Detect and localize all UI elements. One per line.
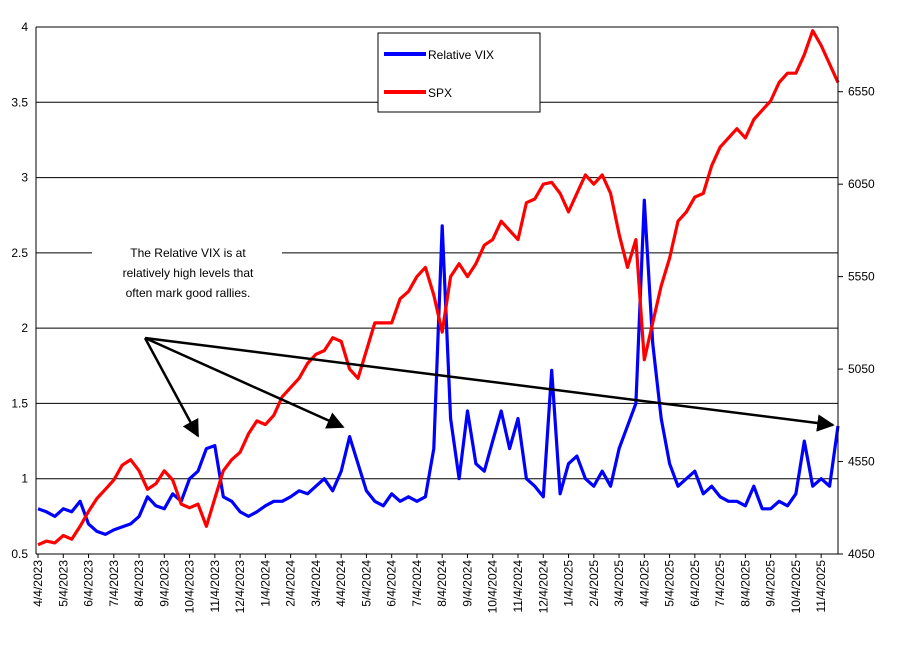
x-tick-label: 1/4/2024 [258, 560, 272, 607]
x-tick-label: 8/4/2024 [435, 560, 449, 607]
lines [37, 29, 840, 547]
x-tick-label: 6/4/2024 [385, 560, 399, 607]
x-tick-label: 2/4/2024 [284, 560, 298, 607]
x-tick-label: 4/4/2025 [637, 560, 651, 607]
x-tick-label: 6/4/2023 [82, 560, 96, 607]
x-tick-label: 12/4/2023 [233, 560, 247, 614]
series-line [37, 198, 840, 536]
y2-tick-label: 4550 [848, 455, 875, 469]
x-tick-label: 8/4/2025 [738, 560, 752, 607]
y-tick-label: 3.5 [11, 95, 28, 109]
x-tick-label: 9/4/2025 [764, 560, 778, 607]
x-tick-label: 11/4/2023 [208, 560, 222, 613]
x-tick-label: 5/4/2024 [359, 560, 373, 607]
x-tick-label: 7/4/2025 [713, 560, 727, 607]
y2-tick-label: 5050 [848, 362, 875, 376]
x-tick-label: 10/4/2023 [183, 560, 197, 614]
legend-label: SPX [428, 86, 452, 100]
y-tick-label: 2 [21, 321, 28, 335]
y2-tick-label: 6050 [848, 177, 875, 191]
x-tick-label: 10/4/2024 [486, 560, 500, 614]
y-tick-label: 1 [21, 472, 28, 486]
y-tick-label: 1.5 [11, 396, 28, 410]
x-tick-label: 5/4/2023 [56, 560, 70, 607]
arrow [144, 336, 345, 429]
x-tick-label: 7/4/2023 [107, 560, 121, 607]
legend [377, 32, 541, 113]
y-tick-label: 0.5 [11, 547, 28, 561]
y2-tick-label: 6550 [848, 85, 875, 99]
x-tick-label: 11/4/2025 [814, 560, 828, 613]
arrow [144, 336, 835, 432]
arrow [143, 337, 200, 438]
x-tick-label: 7/4/2024 [410, 560, 424, 607]
y2-tick-label: 5550 [848, 270, 875, 284]
y-tick-label: 4 [21, 20, 28, 34]
y2-tick-label: 4050 [848, 547, 875, 561]
x-tick-label: 9/4/2024 [460, 560, 474, 607]
legend-items: Relative VIX SPX [384, 48, 494, 100]
legend-label: Relative VIX [428, 48, 494, 62]
x-tick-label: 11/4/2024 [511, 560, 525, 613]
x-tick-label: 8/4/2023 [132, 560, 146, 607]
x-tick-label: 4/4/2023 [31, 560, 45, 607]
y-tick-label: 2.5 [11, 246, 28, 260]
x-tick-label: 9/4/2023 [157, 560, 171, 607]
x-tick-label: 12/4/2024 [536, 560, 550, 614]
x-tick-label: 6/4/2025 [688, 560, 702, 607]
x-tick-label: 2/4/2025 [587, 560, 601, 607]
x-tick-label: 4/4/2024 [334, 560, 348, 607]
arrows [143, 336, 835, 438]
annotation-bg [92, 240, 282, 310]
annotation: relatively high levels that [123, 266, 254, 280]
x-tick-label: 3/4/2025 [612, 560, 626, 607]
annotation: often mark good rallies. [126, 286, 251, 300]
grid: 0.5 1 1.5 2 2.5 3 3.5 4 4050 4550 5050 5550 6050 6550… [11, 20, 875, 613]
x-tick-label: 1/4/2025 [562, 560, 576, 607]
series-line [37, 29, 840, 547]
x-tick-label: 5/4/2025 [663, 560, 677, 607]
annotation: The Relative VIX is at [130, 246, 246, 260]
y-tick-label: 3 [21, 171, 28, 185]
x-tick-label: 10/4/2025 [789, 560, 803, 614]
x-tick-label: 3/4/2024 [309, 560, 323, 607]
